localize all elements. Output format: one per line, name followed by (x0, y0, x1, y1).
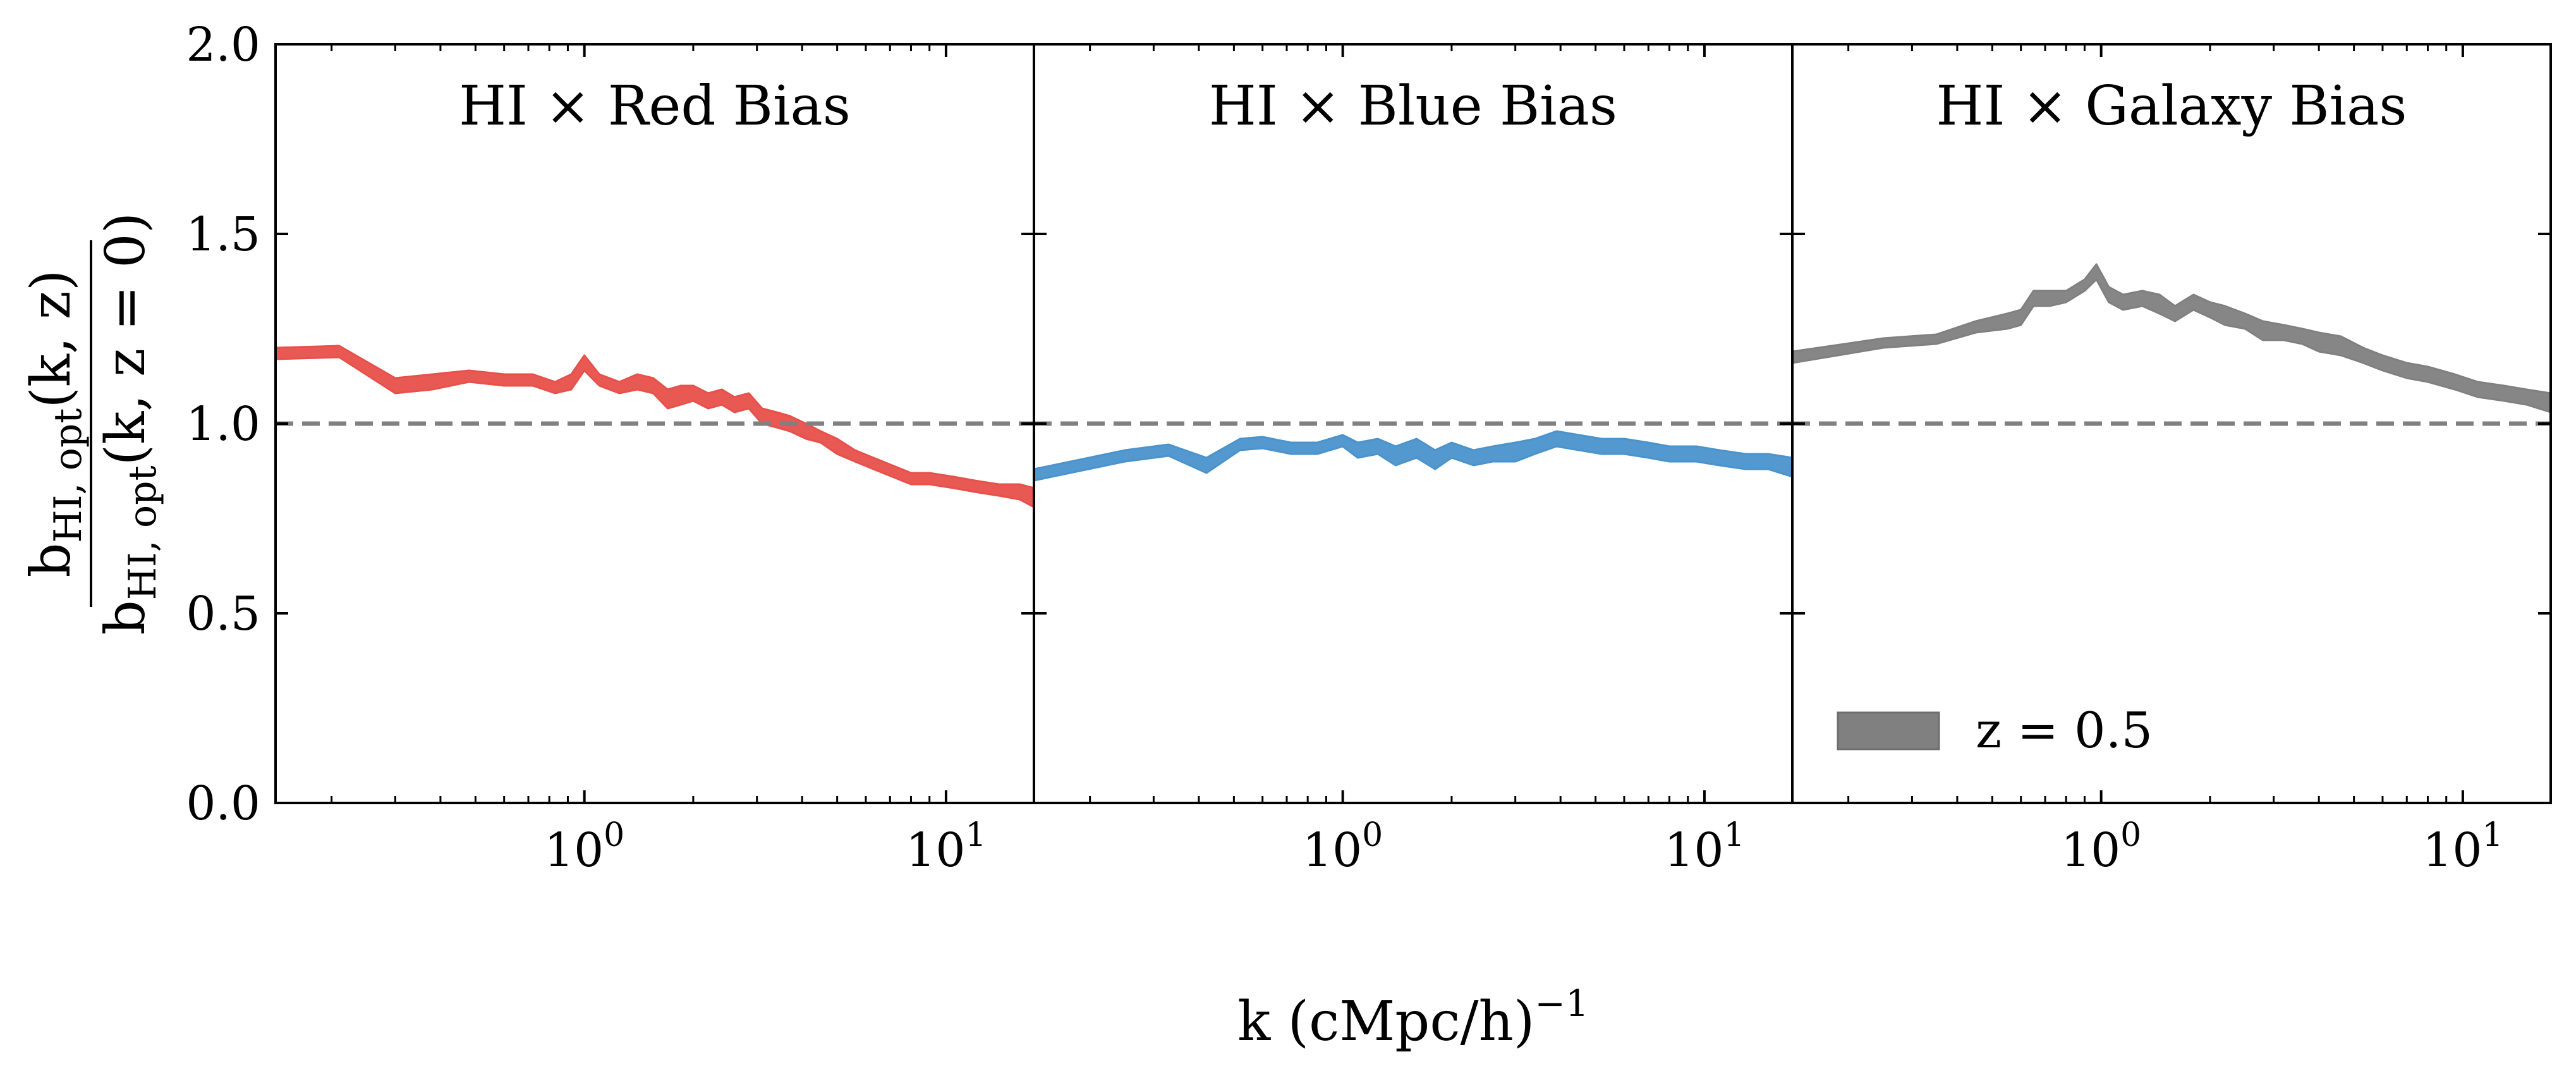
y-label-denominator: bHI, opt(k, z = 0) (94, 212, 165, 635)
x-tick-label: 100 (544, 816, 624, 878)
band-layer (1791, 263, 2552, 413)
panel-blue-bias: 100 101 HI × Blue Bias (1033, 43, 1794, 878)
x-axis-label: k (cMpc/h)−1 (1237, 982, 1589, 1053)
x-tick-label: 100 (1303, 816, 1383, 878)
tick-layer: 100 101 (1792, 43, 2551, 878)
panel-title: HI × Galaxy Bias (1936, 75, 2407, 138)
y-axis-label: bHI, opt(k, z) bHI, opt(k, z = 0) (20, 212, 165, 635)
tick-layer: 100 101 (276, 43, 1034, 878)
panel-title: HI × Blue Bias (1209, 75, 1617, 138)
y-tick-label: 0.5 (186, 587, 260, 641)
series-band-0 (1033, 430, 1794, 482)
x-tick-label: 101 (906, 816, 986, 878)
legend: z = 0.5 (1837, 702, 2153, 759)
y-label-numerator: bHI, opt(k, z) (20, 269, 90, 577)
x-tick-label: 101 (1664, 816, 1744, 878)
x-tick-label: 101 (2422, 816, 2503, 878)
y-tick-label: 1.5 (186, 207, 260, 262)
y-tick-labels: 0.0 0.5 1.0 1.5 2.0 (186, 18, 260, 831)
y-tick-label: 0.0 (186, 776, 260, 831)
y-tick-label: 2.0 (186, 18, 260, 72)
legend-swatch (1837, 711, 1940, 750)
band-layer (1033, 430, 1794, 482)
band-layer (274, 345, 1035, 508)
y-tick-label: 1.0 (186, 397, 260, 451)
tick-layer: 100 101 (1034, 43, 1792, 878)
panel-title: HI × Red Bias (459, 75, 851, 138)
panel-red-bias: 100 101 HI × Red Bias (274, 43, 1035, 878)
panel-galaxy-bias: 100 101 HI × Galaxy Bias z = 0.5 (1791, 43, 2552, 878)
x-tick-label: 100 (2061, 816, 2141, 878)
series-band-0 (274, 345, 1035, 508)
legend-label: z = 0.5 (1976, 702, 2153, 759)
series-band-0 (1791, 263, 2552, 413)
